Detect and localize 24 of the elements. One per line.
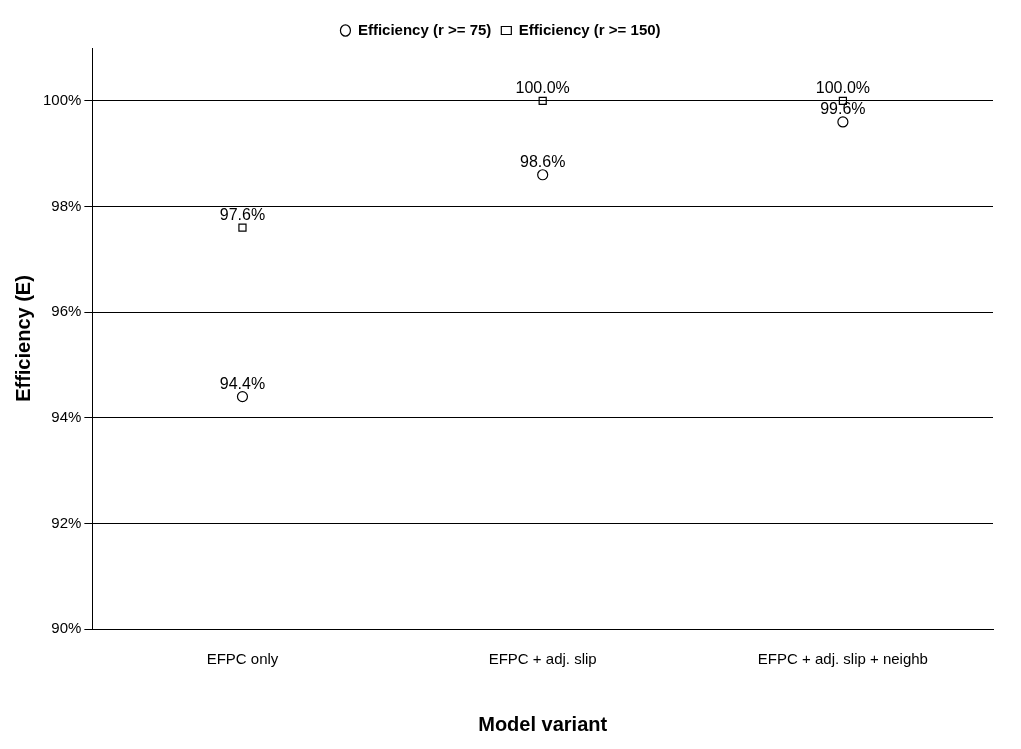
y-tick-label: 96% [51,302,82,320]
data-label: 97.6% [219,205,266,223]
data-label: 99.6% [820,100,866,118]
y-tick-label: 100% [42,90,82,108]
y-axis-title: Efficiency (E) [11,275,34,402]
point [837,116,849,128]
legend-label: Efficiency (r >= 75) [357,20,492,38]
data-label: 100.0% [815,79,871,97]
data-label: 98.6% [519,153,566,171]
data-label: 94.4% [219,375,266,393]
x-tick-label: EFPC + adj. slip [488,650,597,668]
y-tick-label: 94% [51,407,82,425]
legend-label: Efficiency (r >= 150) [518,20,661,38]
x-tick-label: EFPC only [206,650,279,668]
x-axis-title: Model variant [478,712,608,735]
y-tick-label: 98% [51,196,82,214]
point [538,96,547,105]
point [236,391,249,403]
y-tick-label: 92% [51,513,82,531]
y-tick-label: 90% [51,619,82,637]
x-tick-label: EFPC + adj. slip + neighb [757,650,928,668]
point [537,169,549,181]
data-label: 100.0% [515,79,570,97]
point [238,223,247,232]
